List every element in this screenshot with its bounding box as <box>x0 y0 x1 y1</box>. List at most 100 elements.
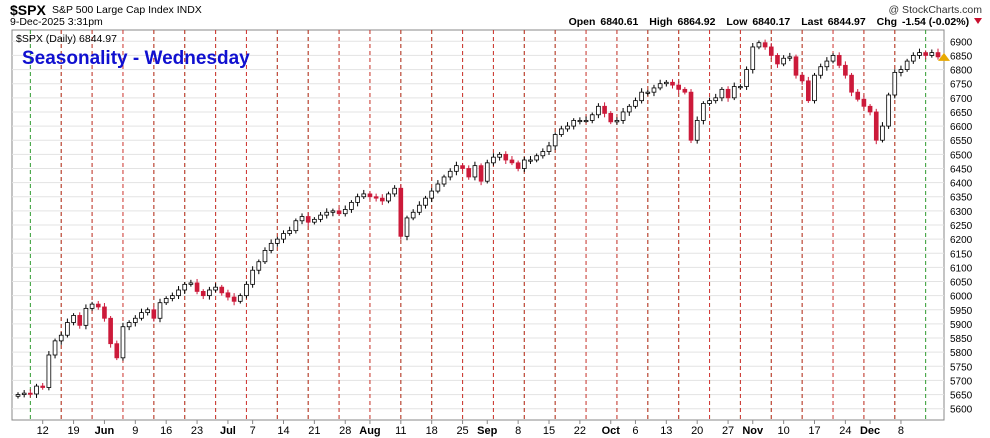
candle-body <box>77 315 83 326</box>
candle-body <box>775 55 780 65</box>
candle-body <box>836 55 842 66</box>
candle-body <box>34 385 39 395</box>
chg-label: Chg <box>876 16 898 28</box>
y-tick-label: 6200 <box>950 235 973 246</box>
candle-body <box>608 112 614 123</box>
candle-body <box>744 69 749 87</box>
x-tick-label: 18 <box>426 425 438 437</box>
y-tick-label: 6800 <box>950 66 973 77</box>
candle-body <box>509 159 515 164</box>
candle-body <box>620 111 626 121</box>
candle-body <box>917 52 922 56</box>
x-tick-label: 14 <box>277 425 289 437</box>
candle-body <box>892 71 898 96</box>
x-tick-label: 19 <box>67 425 79 437</box>
candle-body <box>410 211 416 219</box>
candle-body <box>268 242 274 251</box>
y-tick-label: 6600 <box>950 122 973 133</box>
candle-body <box>305 216 311 223</box>
candle-body <box>367 193 373 198</box>
y-tick-label: 6750 <box>950 80 973 91</box>
candle-body <box>880 125 885 141</box>
candle-body <box>441 176 447 185</box>
candle-body <box>812 74 817 102</box>
candle-body <box>799 74 805 82</box>
candle-body <box>225 292 231 298</box>
x-tick-label: Jun <box>95 425 115 437</box>
x-tick-label: 8 <box>515 425 521 437</box>
candle-body <box>40 385 46 388</box>
candle-body <box>787 56 793 59</box>
candle-body <box>429 190 435 199</box>
instrument-name: S&P 500 Large Cap Index INDX <box>52 4 202 16</box>
candle-body <box>762 42 768 48</box>
candle-body <box>398 187 404 237</box>
candle-body <box>466 168 472 178</box>
candle-body <box>392 187 397 195</box>
y-tick-label: 6400 <box>950 179 973 190</box>
candle-body <box>614 120 620 123</box>
candle-body <box>768 46 774 56</box>
y-tick-label: 6650 <box>950 108 973 119</box>
candle-body <box>330 210 336 213</box>
x-tick-label: 23 <box>191 425 203 437</box>
candle-body <box>707 100 712 104</box>
x-tick-label: 9 <box>132 425 138 437</box>
candle-body <box>849 74 854 93</box>
ohlc-values: Open 6840.61 High 6864.92 Low 6840.17 La… <box>561 16 982 28</box>
candle-body <box>287 230 292 234</box>
candle-body <box>818 66 823 76</box>
candle-body <box>120 326 126 359</box>
y-tick-label: 5950 <box>950 306 973 317</box>
x-tick-label: 13 <box>660 425 672 437</box>
candle-body <box>664 81 669 85</box>
candle-body <box>929 52 935 56</box>
candle-body <box>139 312 144 319</box>
candle-body <box>682 88 688 93</box>
candle-body <box>602 105 607 114</box>
candle-body <box>176 289 181 297</box>
y-tick-label: 5850 <box>950 334 973 345</box>
candle-body <box>855 91 861 100</box>
candle-body <box>275 238 280 244</box>
x-tick-label: 15 <box>543 425 555 437</box>
candle-body <box>738 86 743 89</box>
candle-body <box>133 317 138 323</box>
candle-body <box>910 55 916 62</box>
x-tick-label: 10 <box>778 425 790 437</box>
last-label: Last <box>801 16 823 28</box>
y-tick-label: 5650 <box>950 391 973 402</box>
candle-body <box>157 302 163 319</box>
candle-body <box>83 307 89 326</box>
candle-body <box>324 211 330 216</box>
candle-body <box>299 216 305 222</box>
series-legend: $SPX (Daily) 6844.97 <box>16 33 117 45</box>
candle-body <box>515 162 521 169</box>
candle-body <box>170 295 175 299</box>
candle-body <box>281 233 286 240</box>
candle-body <box>781 57 786 65</box>
y-tick-label: 6700 <box>950 94 973 105</box>
x-tick-label: Sep <box>477 425 497 437</box>
candle-body <box>873 111 879 141</box>
ohlc-line: 9-Dec-2025 3:31pm Open 6840.61 High 6864… <box>0 16 990 29</box>
candle-body <box>95 303 101 308</box>
candle-body <box>806 80 811 102</box>
candle-body <box>626 105 632 113</box>
chart-title-line: $SPX S&P 500 Large Cap Index INDX @ Stoc… <box>0 2 990 18</box>
down-arrow-icon <box>974 18 982 24</box>
candle-body <box>58 334 64 342</box>
low-label: Low <box>726 16 748 28</box>
candle-body <box>528 159 533 162</box>
y-tick-label: 6250 <box>950 221 973 232</box>
candle-body <box>577 120 583 123</box>
y-tick-label: 6500 <box>950 150 973 161</box>
candle-body <box>639 91 644 102</box>
x-tick-label: 6 <box>632 425 638 437</box>
x-tick-label: 7 <box>250 425 256 437</box>
candle-body <box>676 84 681 90</box>
x-tick-label: 25 <box>456 425 468 437</box>
candle-body <box>478 165 484 182</box>
candle-body <box>250 269 255 285</box>
